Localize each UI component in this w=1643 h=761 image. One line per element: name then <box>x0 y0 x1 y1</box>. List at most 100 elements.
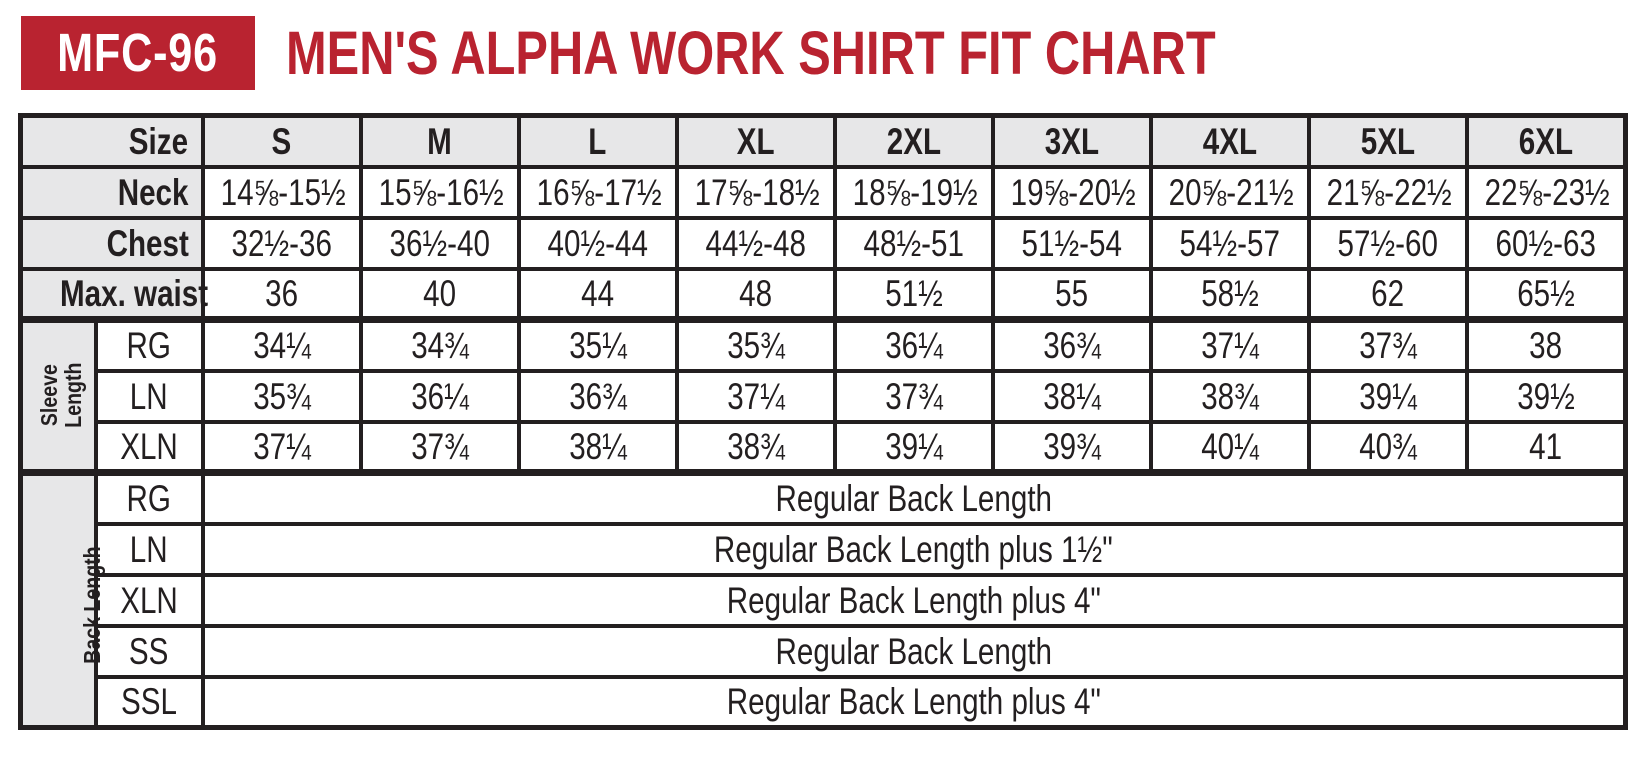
sleeve-length-group-label-text: Sleeve Length <box>36 362 87 428</box>
value-cell: 17⅝-18½ <box>674 164 837 220</box>
product-code: MFC-96 <box>57 23 219 83</box>
value-cell-text: 44 <box>581 272 614 314</box>
size-col-header-text: S <box>271 120 292 162</box>
size-col-header: M <box>358 113 521 169</box>
value-cell-text: 35¾ <box>726 325 785 367</box>
value-cell: 37¼ <box>1148 316 1311 373</box>
back-row-label-text: SS <box>129 630 169 672</box>
value-cell: 38 <box>1464 316 1628 373</box>
value-cell: 58½ <box>1148 266 1311 322</box>
row-label-text: Neck <box>117 171 189 213</box>
value-cell: 39½ <box>1464 368 1628 424</box>
value-cell-text: 54½-57 <box>1179 222 1280 264</box>
value-cell-text: 35¾ <box>252 375 311 417</box>
value-cell-text: 16⅝-17½ <box>536 171 662 213</box>
merged-value-cell-text: Regular Back Length plus 4" <box>726 681 1101 723</box>
size-col-header: XL <box>674 113 837 169</box>
value-cell-text: 37¼ <box>252 425 311 467</box>
size-col-header: 4XL <box>1148 113 1311 169</box>
value-cell-text: 57½-60 <box>1337 222 1438 264</box>
sleeve-row-label: XLN <box>93 419 205 475</box>
row-label: Chest <box>18 215 205 271</box>
size-col-header-text: 6XL <box>1518 120 1573 162</box>
value-cell-text: 37¾ <box>884 375 943 417</box>
value-cell-text: 14⅝-15½ <box>220 171 346 213</box>
size-col-header: S <box>200 113 363 169</box>
value-cell: 34¾ <box>358 316 521 373</box>
size-col-header: L <box>516 113 679 169</box>
value-cell-text: 40¼ <box>1200 425 1259 467</box>
value-cell-text: 17⅝-18½ <box>694 171 820 213</box>
sleeve-row-label-text: LN <box>130 375 168 417</box>
value-cell-text: 48½-51 <box>863 222 964 264</box>
value-cell-text: 62 <box>1371 272 1404 314</box>
value-cell: 39¼ <box>832 419 995 475</box>
table-row: SS Regular Back Length <box>21 623 1628 679</box>
table-row: Neck 14⅝-15½ 15⅝-16½ 16⅝-17½ 17⅝-18½ 18⅝-19½ 1… <box>18 164 1628 220</box>
back-length-group-label: Back Length <box>18 469 105 730</box>
value-cell: 36¾ <box>990 316 1153 373</box>
size-col-header-text: 3XL <box>1044 120 1099 162</box>
sleeve-row-label: LN <box>93 368 205 424</box>
value-cell-text: 15⅝-16½ <box>378 171 504 213</box>
table-row: Size S M L XL 2XL 3XL 4XL 5XL 6XL <box>18 113 1628 169</box>
size-header-cell: Size <box>18 113 205 169</box>
size-col-header: 2XL <box>832 113 995 169</box>
value-cell: 36¾ <box>516 368 679 424</box>
value-cell-text: 19⅝-20½ <box>1010 171 1136 213</box>
value-cell: 48½-51 <box>832 215 995 271</box>
value-cell-text: 35¼ <box>568 325 627 367</box>
value-cell-text: 36½-40 <box>389 222 490 264</box>
merged-value-cell-text: Regular Back Length <box>775 478 1052 520</box>
value-cell: 20⅝-21½ <box>1148 164 1311 220</box>
value-cell: 55 <box>990 266 1153 322</box>
back-row-label: LN <box>93 521 205 577</box>
value-cell-text: 36¼ <box>410 375 469 417</box>
row-label-text: Chest <box>106 222 189 264</box>
value-cell-text: 37¾ <box>1358 325 1417 367</box>
value-cell: 40 <box>358 266 521 322</box>
back-length-group-label-text: Back Length <box>78 546 105 664</box>
value-cell-text: 36¼ <box>884 325 943 367</box>
size-col-header-text: 5XL <box>1360 120 1415 162</box>
size-col-header-text: L <box>588 120 607 162</box>
size-col-header-text: 2XL <box>886 120 941 162</box>
value-cell: 40¼ <box>1148 419 1311 475</box>
value-cell-text: 40¾ <box>1358 425 1417 467</box>
value-cell-text: 22⅝-23½ <box>1484 171 1610 213</box>
value-cell-text: 39½ <box>1516 375 1575 417</box>
size-col-header-text: 4XL <box>1202 120 1257 162</box>
size-col-header: 5XL <box>1306 113 1469 169</box>
value-cell-text: 39¾ <box>1042 425 1101 467</box>
value-cell: 36 <box>200 266 363 322</box>
product-code-badge: MFC-96 <box>21 16 255 90</box>
value-cell: 41 <box>1464 419 1628 475</box>
value-cell: 38¼ <box>990 368 1153 424</box>
sleeve-row-label-text: RG <box>126 325 172 367</box>
value-cell-text: 48 <box>739 272 772 314</box>
merged-value-cell: Regular Back Length <box>200 623 1628 679</box>
value-cell: 36¼ <box>832 316 995 373</box>
value-cell: 35¾ <box>674 316 837 373</box>
value-cell: 37¾ <box>1306 316 1469 373</box>
value-cell: 14⅝-15½ <box>200 164 363 220</box>
merged-value-cell-text: Regular Back Length plus 1½" <box>714 528 1114 570</box>
value-cell: 54½-57 <box>1148 215 1311 271</box>
value-cell: 65½ <box>1464 266 1628 322</box>
value-cell-text: 37¼ <box>726 375 785 417</box>
value-cell: 37¼ <box>674 368 837 424</box>
size-header-cell-text: Size <box>129 120 189 162</box>
table-row: Sleeve Length RG 34¼ 34¾ 35¼ 35¾ 36¼ 36¾ 37¼ 37¾ 38 <box>18 316 1628 475</box>
value-cell: 18⅝-19½ <box>832 164 995 220</box>
value-cell: 37¾ <box>832 368 995 424</box>
size-col-header: 6XL <box>1464 113 1628 169</box>
table-row: LN 35¾ 36¼ 36¾ 37¼ 37¾ 38¼ 38¾ 39¼ 39½ <box>21 368 1628 424</box>
value-cell: 34¼ <box>200 316 363 373</box>
table-row: Back Length RG Regular Back Length <box>18 469 1628 730</box>
value-cell: 35¾ <box>200 368 363 424</box>
row-label: Max. waist <box>18 266 208 322</box>
sleeve-row-label: RG <box>93 316 205 373</box>
merged-value-cell: Regular Back Length plus 4" <box>200 572 1628 628</box>
value-cell-text: 32½-36 <box>231 222 332 264</box>
value-cell: 51½ <box>832 266 995 322</box>
